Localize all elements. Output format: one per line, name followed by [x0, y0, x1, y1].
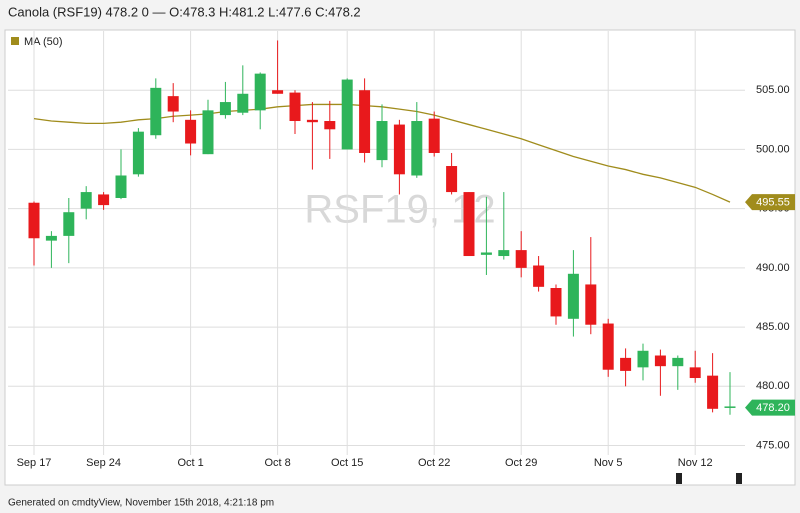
- y-tick-label: 485.00: [756, 321, 790, 333]
- x-tick-label: Sep 24: [86, 457, 121, 469]
- x-tick-label: Oct 1: [177, 457, 203, 469]
- x-tick-label: Nov 5: [594, 457, 623, 469]
- candle-body: [411, 121, 423, 176]
- x-tick-label: Oct 22: [418, 457, 450, 469]
- footer: Generated on cmdtyView, November 15th 20…: [8, 498, 274, 509]
- candle-body: [515, 250, 527, 268]
- candle-body: [98, 194, 110, 206]
- y-tick-label: 505.00: [756, 84, 790, 96]
- x-tick-label: Oct 8: [264, 457, 290, 469]
- candle-body: [585, 284, 597, 325]
- candle-body: [446, 166, 458, 193]
- candle-body: [393, 124, 405, 175]
- candle-body: [637, 350, 649, 368]
- price-badge-label: 478.20: [756, 402, 790, 414]
- candle-body: [272, 90, 284, 94]
- plot: 475.00480.00485.00490.00495.00500.00505.…: [8, 31, 795, 469]
- candle-body: [132, 131, 144, 175]
- candle-body: [254, 73, 266, 111]
- candle-body: [428, 118, 440, 153]
- candle-body: [359, 90, 371, 153]
- x-tick-label: Sep 17: [17, 457, 52, 469]
- candle-body: [672, 357, 684, 367]
- x-tick-label: Oct 29: [505, 457, 537, 469]
- candle-body: [324, 121, 336, 130]
- scroll-handles[interactable]: [676, 473, 742, 484]
- candle-body: [45, 235, 57, 241]
- candle-body: [28, 202, 40, 239]
- candle-body: [707, 375, 719, 409]
- candle-body: [341, 79, 353, 150]
- candle-body: [689, 367, 701, 379]
- chart-frame: [4, 29, 796, 486]
- candle-body: [498, 250, 510, 257]
- candle-body: [63, 212, 75, 236]
- price-badge-label: 495.55: [756, 197, 790, 209]
- candle-body: [150, 87, 162, 136]
- candle-body: [237, 93, 249, 113]
- candle-body: [289, 92, 301, 122]
- candle-body: [533, 265, 545, 287]
- candle-body: [306, 119, 318, 123]
- candle-body: [724, 406, 736, 408]
- candle-body: [463, 192, 475, 257]
- handle[interactable]: [736, 473, 742, 484]
- header: Canola (RSF19) 478.2 0 — O:478.3 H:481.2…: [8, 4, 361, 19]
- legend-label: MA (50): [24, 36, 63, 48]
- candle-body: [202, 110, 214, 155]
- candle-body: [567, 273, 579, 319]
- candle-body: [550, 288, 562, 317]
- candle-body: [115, 175, 127, 198]
- candle-body: [376, 121, 388, 161]
- price-badge: [745, 194, 795, 211]
- candle-body: [167, 96, 179, 112]
- candle-body: [654, 355, 666, 367]
- candle-body: [480, 252, 492, 255]
- price-badge: [745, 399, 795, 416]
- candle-body: [185, 119, 197, 144]
- y-tick-label: 475.00: [756, 439, 790, 451]
- candle-body: [80, 192, 92, 209]
- candle-body: [620, 357, 632, 371]
- candle-body: [602, 323, 614, 370]
- handle[interactable]: [676, 473, 682, 484]
- candle-body: [219, 102, 231, 116]
- y-tick-label: 480.00: [756, 380, 790, 392]
- legend-swatch: [11, 37, 19, 45]
- y-tick-label: 500.00: [756, 143, 790, 155]
- y-tick-label: 490.00: [756, 262, 790, 274]
- x-tick-label: Nov 12: [678, 457, 713, 469]
- x-tick-label: Oct 15: [331, 457, 363, 469]
